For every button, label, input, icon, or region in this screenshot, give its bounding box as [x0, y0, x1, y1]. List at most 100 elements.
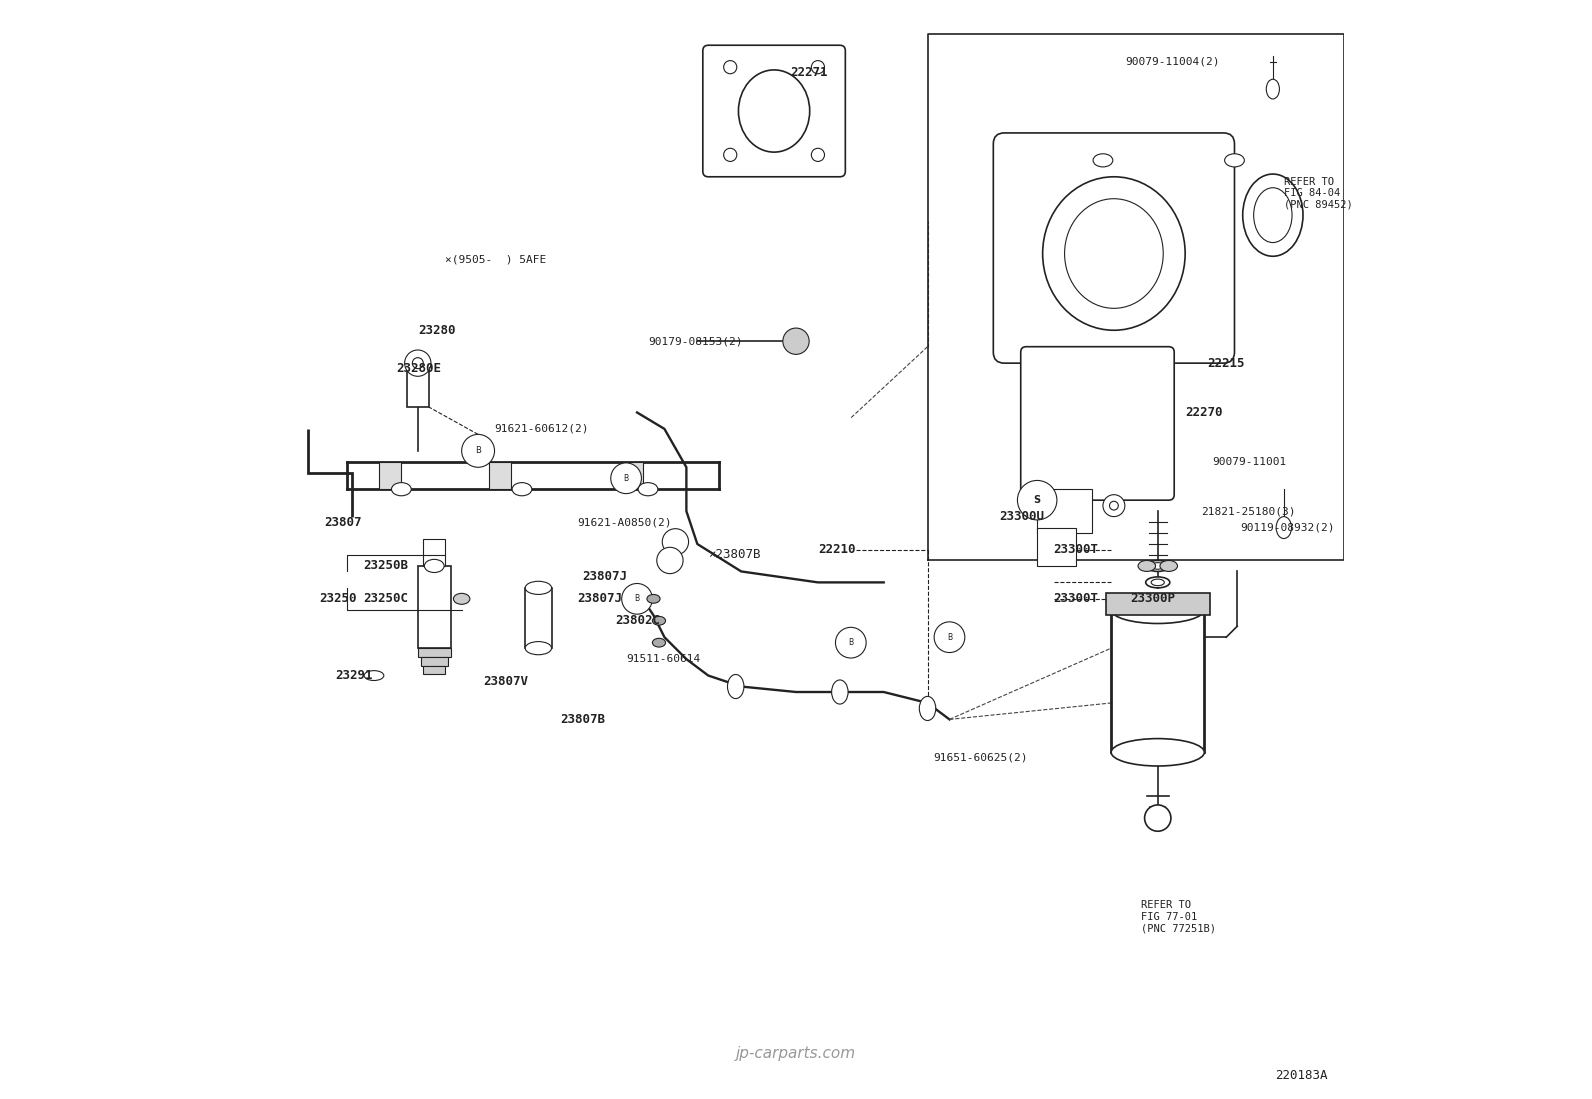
Circle shape [812, 60, 825, 74]
Text: 23300T: 23300T [1054, 592, 1098, 606]
Text: ×(9505-  ) 5AFE: ×(9505- ) 5AFE [446, 254, 546, 264]
Bar [408, 368, 428, 407]
Ellipse shape [1277, 517, 1291, 539]
Text: REFER TO
FIG 77-01
(PNC 77251B): REFER TO FIG 77-01 (PNC 77251B) [1141, 900, 1216, 933]
Circle shape [662, 529, 689, 555]
Ellipse shape [1146, 560, 1170, 571]
Ellipse shape [1151, 563, 1164, 569]
Text: 22215: 22215 [1207, 357, 1245, 369]
Ellipse shape [513, 482, 532, 496]
Ellipse shape [1266, 79, 1280, 99]
Ellipse shape [454, 593, 470, 604]
Ellipse shape [638, 482, 657, 496]
FancyBboxPatch shape [993, 133, 1234, 363]
Circle shape [935, 622, 965, 653]
Text: 23291: 23291 [336, 669, 373, 682]
Text: 90079-11004(2): 90079-11004(2) [1126, 57, 1219, 67]
Text: B: B [474, 446, 481, 455]
Bar [417, 566, 451, 648]
Circle shape [611, 463, 642, 493]
Text: 22210: 22210 [818, 543, 855, 556]
Circle shape [783, 329, 809, 354]
Text: 23807V: 23807V [484, 675, 529, 688]
FancyBboxPatch shape [1020, 346, 1175, 500]
Ellipse shape [653, 639, 665, 647]
Ellipse shape [1161, 560, 1178, 571]
Text: 90119-08932(2): 90119-08932(2) [1240, 523, 1334, 533]
Text: 23807J: 23807J [583, 570, 627, 584]
Text: B: B [947, 633, 952, 642]
Ellipse shape [1151, 579, 1164, 586]
Text: 21821-25180(3): 21821-25180(3) [1202, 507, 1296, 517]
Text: 91621-60612(2): 91621-60612(2) [495, 424, 589, 434]
Ellipse shape [739, 70, 810, 152]
Text: 23802C: 23802C [615, 614, 661, 628]
Circle shape [622, 584, 653, 614]
Ellipse shape [653, 617, 665, 625]
Text: 22271: 22271 [791, 66, 828, 79]
Ellipse shape [831, 680, 849, 704]
Circle shape [462, 434, 495, 467]
Circle shape [404, 349, 431, 376]
Text: 23300P: 23300P [1130, 592, 1175, 606]
Text: REFER TO
FIG 84-04
(PNC 89452): REFER TO FIG 84-04 (PNC 89452) [1283, 177, 1353, 210]
Text: 23250B: 23250B [363, 559, 408, 573]
Text: B: B [849, 639, 853, 647]
Circle shape [724, 60, 737, 74]
Text: 23280E: 23280E [396, 363, 441, 375]
Text: 23807J: 23807J [576, 592, 622, 606]
Text: 91621-A0850(2): 91621-A0850(2) [576, 518, 672, 528]
Text: 22270: 22270 [1184, 406, 1223, 419]
Ellipse shape [1111, 739, 1204, 766]
Ellipse shape [1111, 596, 1204, 623]
Text: 90079-11001: 90079-11001 [1213, 457, 1286, 467]
Text: S: S [1033, 496, 1041, 506]
Bar [621, 462, 643, 489]
Text: 23250: 23250 [318, 592, 357, 606]
Ellipse shape [1253, 188, 1293, 243]
Ellipse shape [525, 642, 551, 655]
Circle shape [1017, 480, 1057, 520]
Text: 23807: 23807 [325, 515, 361, 529]
Bar [1036, 489, 1092, 533]
Ellipse shape [1146, 577, 1170, 588]
Bar [420, 657, 447, 666]
Text: 23280: 23280 [417, 324, 455, 336]
Text: B: B [624, 474, 629, 482]
Bar [1106, 593, 1210, 615]
Text: B: B [635, 595, 640, 603]
Circle shape [1145, 804, 1170, 831]
Ellipse shape [525, 581, 551, 595]
Bar [379, 462, 401, 489]
Ellipse shape [365, 670, 384, 680]
Bar [489, 462, 511, 489]
Bar [417, 648, 451, 657]
Circle shape [1103, 495, 1126, 517]
Ellipse shape [919, 697, 936, 721]
Circle shape [724, 148, 737, 162]
Ellipse shape [1094, 154, 1113, 167]
Text: 23807B: 23807B [560, 713, 605, 726]
Ellipse shape [728, 675, 743, 699]
Bar [1111, 610, 1204, 753]
Circle shape [657, 547, 683, 574]
Text: 220183A: 220183A [1275, 1069, 1328, 1083]
Ellipse shape [1243, 174, 1302, 256]
Ellipse shape [1065, 199, 1164, 309]
Circle shape [412, 357, 423, 368]
Text: 23300U: 23300U [998, 510, 1044, 523]
Ellipse shape [1224, 154, 1245, 167]
Bar [423, 539, 446, 566]
Ellipse shape [392, 482, 411, 496]
Text: jp-carparts.com: jp-carparts.com [736, 1046, 856, 1062]
Circle shape [836, 628, 866, 658]
Text: 91651-60625(2): 91651-60625(2) [933, 753, 1027, 763]
Ellipse shape [646, 595, 661, 603]
Circle shape [1110, 501, 1118, 510]
Circle shape [812, 148, 825, 162]
Bar [423, 666, 446, 675]
Text: 91511-60614: 91511-60614 [626, 654, 700, 664]
Text: 90179-08153(2): 90179-08153(2) [648, 336, 742, 346]
Ellipse shape [425, 559, 444, 573]
Ellipse shape [1138, 560, 1156, 571]
